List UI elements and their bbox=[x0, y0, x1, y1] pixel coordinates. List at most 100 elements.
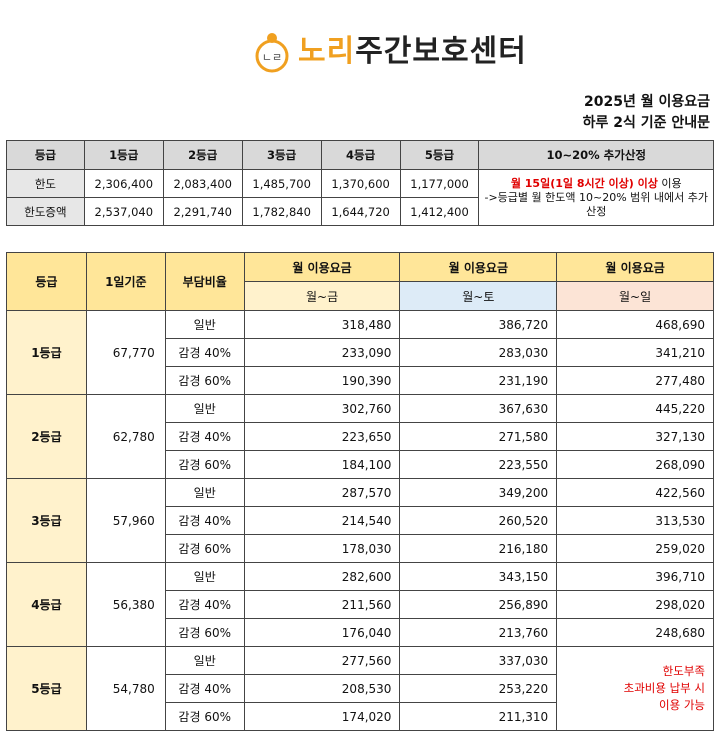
fee-value-cell: 211,560 bbox=[243, 590, 401, 619]
fee-value-cell: 302,760 bbox=[243, 394, 401, 423]
fee-table-row: 감경 60% 174,020 211,310 bbox=[7, 702, 714, 731]
limit-header-cell: 3등급 bbox=[241, 140, 322, 170]
header: ㄴㄹ 노리주간보호센터 bbox=[0, 0, 720, 80]
fee-value-cell: 216,180 bbox=[399, 534, 558, 563]
fee-table-row: 1등급 67,770 일반 318,480 386,720 468,690 bbox=[6, 310, 714, 395]
fee-value-cell: 349,200 bbox=[399, 478, 558, 507]
fee-header-ratio: 부담비율 bbox=[164, 252, 245, 311]
fee-day-cell: 62,780 bbox=[85, 394, 166, 479]
fee-ratio-cell: 감경 40% bbox=[164, 422, 245, 451]
fee-value-cell: 176,040 bbox=[243, 618, 401, 647]
fee-ratio-cell: 일반 bbox=[164, 562, 245, 591]
fee-value-cell: 223,550 bbox=[399, 450, 558, 479]
svg-text:ㄴㄹ: ㄴㄹ bbox=[262, 51, 282, 64]
notice-title: 2025년 월 이용요금 하루 2식 기준 안내문 bbox=[583, 92, 710, 134]
fee-ratio-cell: 감경 60% bbox=[164, 618, 245, 647]
fee-extra-note-line: 한도부족 bbox=[662, 664, 705, 678]
fee-value-cell: 256,890 bbox=[399, 590, 558, 619]
fee-value-cell: 298,020 bbox=[556, 590, 714, 619]
notice-line-2: 하루 2식 기준 안내문 bbox=[582, 115, 710, 131]
fee-header-grade: 등급 bbox=[6, 252, 87, 311]
limit-note-line-1: 월 15일(1일 8시간 이상) 이상 이용 bbox=[479, 177, 713, 191]
fee-value-cell: 277,480 bbox=[556, 366, 714, 395]
fee-value-cell: 253,220 bbox=[399, 674, 558, 703]
limit-header-cell: 1등급 bbox=[83, 140, 164, 170]
logo: ㄴㄹ 노리주간보호센터 bbox=[250, 28, 527, 76]
fee-value-cell: 282,600 bbox=[243, 562, 401, 591]
limit-value-cell: 2,537,040 bbox=[83, 197, 164, 226]
fee-value-cell: 248,680 bbox=[556, 618, 714, 647]
fee-header-monthly-2: 월 이용요금 bbox=[399, 252, 558, 282]
fee-ratio-cell: 일반 bbox=[164, 394, 245, 423]
fee-value-cell: 233,090 bbox=[243, 338, 401, 367]
fee-day-cell: 67,770 bbox=[85, 310, 166, 395]
fee-value-cell: 445,220 bbox=[556, 394, 714, 423]
logo-name-accent: 노리 bbox=[298, 34, 356, 69]
fee-ratio-cell: 감경 40% bbox=[164, 590, 245, 619]
limit-table-row: 한도증액 2,537,040 2,291,740 1,782,840 1,644,720… bbox=[6, 197, 714, 226]
limit-value-cell: 1,412,400 bbox=[399, 197, 480, 226]
fee-value-cell: 178,030 bbox=[243, 534, 401, 563]
fee-table-row: 2등급 62,780 일반 302,760 367,630 445,220 bbox=[6, 394, 714, 479]
fee-value-cell: 277,560 bbox=[243, 646, 401, 675]
limit-header-cell: 등급 bbox=[6, 140, 85, 170]
fee-ratio-cell: 감경 60% bbox=[164, 702, 245, 731]
fee-value-cell: 174,020 bbox=[243, 702, 401, 731]
fee-table-row: 5등급 54,780 일반 277,560 337,030 한도부족 초과비용 납부 시 이용… bbox=[6, 646, 714, 731]
fee-value-cell: 341,210 bbox=[556, 338, 714, 367]
fee-subheader-mon-fri: 월~금 bbox=[243, 281, 401, 311]
fee-table-row: 감경 60% 184,100 223,550 268,090 bbox=[7, 450, 714, 479]
fee-extra-note: 한도부족 초과비용 납부 시 이용 가능 bbox=[556, 646, 714, 731]
fee-ratio-cell: 감경 40% bbox=[164, 338, 245, 367]
fee-value-cell: 468,690 bbox=[556, 310, 714, 339]
fee-table-row: 감경 40% 233,090 283,030 341,210 bbox=[7, 338, 714, 367]
fee-header-monthly-3: 월 이용요금 bbox=[556, 252, 714, 282]
fee-value-cell: 223,650 bbox=[243, 422, 401, 451]
limit-value-cell: 1,370,600 bbox=[320, 169, 401, 198]
fee-value-cell: 211,310 bbox=[399, 702, 558, 731]
fee-grade-cell: 1등급 bbox=[6, 310, 87, 395]
fee-value-cell: 287,570 bbox=[243, 478, 401, 507]
fee-value-cell: 260,520 bbox=[399, 506, 558, 535]
limit-value-cell: 2,291,740 bbox=[162, 197, 243, 226]
limit-value-cell: 1,782,840 bbox=[241, 197, 322, 226]
logo-icon: ㄴㄹ bbox=[250, 30, 294, 74]
fee-value-cell: 367,630 bbox=[399, 394, 558, 423]
fee-value-cell: 343,150 bbox=[399, 562, 558, 591]
fee-grade-cell: 3등급 bbox=[6, 478, 87, 563]
fee-value-cell: 208,530 bbox=[243, 674, 401, 703]
limit-note-line-2: ->등급별 월 한도액 10~20% 범위 내에서 추가산정 bbox=[484, 190, 708, 218]
fee-value-cell: 396,710 bbox=[556, 562, 714, 591]
fee-table-row: 감경 60% 190,390 231,190 277,480 bbox=[7, 366, 714, 395]
fee-header-day: 1일기준 bbox=[85, 252, 166, 311]
fee-ratio-cell: 일반 bbox=[164, 478, 245, 507]
fee-table-row: 4등급 56,380 일반 282,600 343,150 396,710 bbox=[6, 562, 714, 647]
fee-table-row: 감경 40% 211,560 256,890 298,020 bbox=[7, 590, 714, 619]
fee-table-row: 감경 40% 223,650 271,580 327,130 bbox=[7, 422, 714, 451]
limit-value-cell: 2,306,400 bbox=[83, 169, 164, 198]
limit-header-cell: 10~20% 추가산정 bbox=[478, 140, 714, 170]
fee-value-cell: 259,020 bbox=[556, 534, 714, 563]
fee-table-header-row: 등급 1일기준 부담비율 월 이용요금 월 이용요금 월 이용요금 bbox=[6, 252, 714, 311]
fee-day-cell: 54,780 bbox=[85, 646, 166, 731]
fee-value-cell: 271,580 bbox=[399, 422, 558, 451]
limit-note-after: 이용 bbox=[657, 176, 682, 190]
fee-extra-note-line: 초과비용 납부 시 bbox=[623, 681, 705, 695]
logo-text: 노리주간보호센터 bbox=[298, 30, 527, 74]
limit-table: 등급 1등급 2등급 3등급 4등급 5등급 10~20% 추가산정 한도 2,306,400… bbox=[6, 140, 714, 226]
limit-row-label: 한도 bbox=[6, 169, 85, 198]
fee-ratio-cell: 감경 60% bbox=[164, 366, 245, 395]
fee-value-cell: 337,030 bbox=[399, 646, 558, 675]
fee-value-cell: 283,030 bbox=[399, 338, 558, 367]
fee-value-cell: 231,190 bbox=[399, 366, 558, 395]
fee-subheader-mon-sat: 월~토 bbox=[399, 281, 558, 311]
fee-value-cell: 386,720 bbox=[399, 310, 558, 339]
limit-note: 월 15일(1일 8시간 이상) 이상 이용 ->등급별 월 한도액 10~20%… bbox=[478, 169, 714, 226]
fee-ratio-cell: 감경 40% bbox=[164, 674, 245, 703]
fee-table-row: 3등급 57,960 일반 287,570 349,200 422,560 bbox=[6, 478, 714, 563]
fee-grade-cell: 4등급 bbox=[6, 562, 87, 647]
fee-value-cell: 318,480 bbox=[243, 310, 401, 339]
limit-header-cell: 5등급 bbox=[399, 140, 480, 170]
fee-value-cell: 422,560 bbox=[556, 478, 714, 507]
fee-table-subheader-row: 월~금 월~토 월~일 bbox=[7, 281, 714, 311]
